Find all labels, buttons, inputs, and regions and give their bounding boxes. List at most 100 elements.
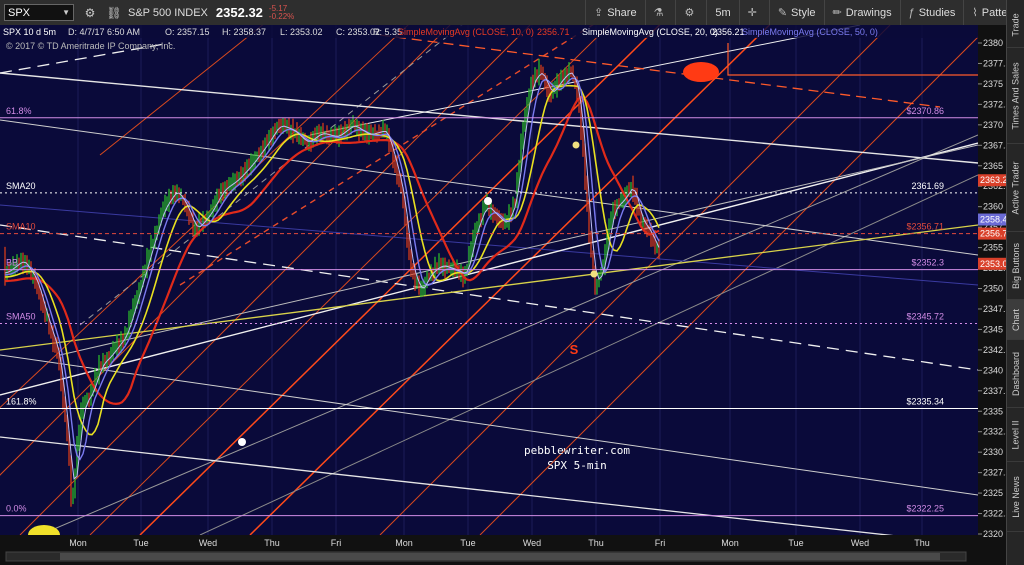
- trendline[interactable]: [0, 42, 171, 74]
- trendline[interactable]: [479, 25, 1000, 535]
- price-tick-label: 2350: [983, 284, 1003, 294]
- trendline[interactable]: [199, 174, 978, 535]
- style-button[interactable]: ✎ Style: [768, 0, 824, 25]
- level-label: BB: [6, 258, 18, 268]
- trendline[interactable]: [39, 134, 978, 535]
- trendline[interactable]: [0, 354, 978, 496]
- level-label: 61.8%: [6, 106, 32, 116]
- price-tick-label: 2372.5: [983, 99, 1006, 109]
- side-tab-chart[interactable]: Chart: [1007, 300, 1024, 340]
- legend-item: L: 2353.02: [280, 27, 323, 37]
- style-icon: ✎: [777, 7, 788, 19]
- price-tick-label: 2357.5: [983, 222, 1006, 232]
- gear-button[interactable]: ⚙: [675, 0, 706, 25]
- trendline[interactable]: [727, 43, 978, 76]
- symbol-selector[interactable]: SPX ▼: [4, 4, 74, 21]
- side-tab-label: Level II: [1011, 419, 1021, 450]
- price-tick-label: 2367.5: [983, 140, 1006, 150]
- time-axis-label: Fri: [331, 538, 342, 548]
- trendline[interactable]: [59, 144, 978, 356]
- legend-item: O: 2357.15: [165, 27, 210, 37]
- chevron-down-icon: ▼: [62, 8, 70, 17]
- patterns-icon: ⌇: [972, 7, 978, 19]
- legend-item: C: 2353.02: [336, 27, 380, 37]
- time-axis-label: Wed: [851, 538, 869, 548]
- level-label: 161.8%: [6, 396, 37, 406]
- side-tab-label: Big Buttons: [1011, 242, 1021, 289]
- settings-icon[interactable]: ⚙: [84, 5, 96, 20]
- trendline[interactable]: [0, 142, 978, 396]
- trendline[interactable]: [0, 224, 978, 371]
- side-tab-live-news[interactable]: Live News: [1007, 462, 1024, 532]
- trendline[interactable]: [89, 25, 640, 535]
- time-axis-label: Tue: [788, 538, 803, 548]
- flask-button[interactable]: ⚗: [644, 0, 676, 25]
- drawings-icon: ✏: [832, 7, 842, 19]
- side-tab-label: Times And Sales: [1011, 61, 1022, 130]
- side-tab-times-and-sales[interactable]: Times And Sales: [1007, 48, 1024, 144]
- side-tab-label: Chart: [1011, 308, 1022, 331]
- price-badge-label: 2363.23: [980, 175, 1006, 185]
- studies-button[interactable]: ƒ Studies: [899, 0, 964, 25]
- level-value: $2322.25: [906, 504, 944, 514]
- price-chart[interactable]: 61.8% $2370.86 SMA20 2361.69 SMA10 $2356.71 BB…: [0, 25, 1006, 565]
- price-badge: [978, 174, 1006, 187]
- sell-signal-label: S: [570, 342, 579, 357]
- percent-change: -0.22%: [268, 11, 295, 21]
- legend-item: SimpleMovingAvg (CLOSE, 20, 0): [582, 27, 718, 37]
- level-value: $2356.71: [906, 222, 944, 232]
- side-tab-big-buttons[interactable]: Big Buttons: [1007, 232, 1024, 300]
- interval-button[interactable]: 5m: [706, 0, 738, 25]
- time-axis-label: Wed: [523, 538, 541, 548]
- price-tick-label: 2347.5: [983, 304, 1006, 314]
- side-tab-label: Dashboard: [1011, 351, 1021, 396]
- trendline[interactable]: [0, 119, 978, 256]
- price-badge-label: 2356.71: [980, 229, 1006, 239]
- price-badge: [978, 257, 1006, 270]
- price-badge-label: 2353.02: [980, 259, 1006, 269]
- legend-item: 2356.71: [537, 27, 570, 37]
- price-tick-label: 2320: [983, 529, 1003, 539]
- level-value: $2345.72: [906, 312, 944, 322]
- side-tab-dashboard[interactable]: Dashboard: [1007, 340, 1024, 408]
- trendline[interactable]: [309, 25, 861, 136]
- price-tick-label: 2322.5: [983, 509, 1006, 519]
- link-icon[interactable]: ⛓: [106, 5, 122, 20]
- side-tab-active-trader[interactable]: Active Trader: [1007, 144, 1024, 232]
- signal-marker-bottom[interactable]: [28, 525, 60, 545]
- trendline[interactable]: [19, 25, 560, 535]
- trendline[interactable]: [0, 25, 480, 495]
- price-tick-label: 2330: [983, 447, 1003, 457]
- share-button[interactable]: ⇪ Share: [585, 0, 645, 25]
- trendline[interactable]: [99, 25, 300, 156]
- side-tab-trade[interactable]: Trade: [1007, 2, 1024, 48]
- price-tick-label: 2332.5: [983, 427, 1006, 437]
- trendline[interactable]: [379, 25, 920, 535]
- drawings-button[interactable]: ✏ Drawings: [823, 0, 900, 25]
- scrollbar-thumb[interactable]: [60, 553, 940, 560]
- trendline[interactable]: [0, 436, 978, 545]
- signal-marker[interactable]: [683, 62, 719, 82]
- side-tab-level-ii[interactable]: Level II: [1007, 408, 1024, 462]
- price-tick-label: 2327.5: [983, 468, 1006, 478]
- price-tick-label: 2345: [983, 324, 1003, 334]
- trendline[interactable]: [179, 25, 640, 286]
- price-change: -5.17 -0.22%: [268, 3, 295, 21]
- price-tick-label: 2355: [983, 243, 1003, 253]
- crosshair-button[interactable]: ✛: [738, 0, 769, 25]
- time-axis-label: Tue: [460, 538, 475, 548]
- price-tick-label: 2325: [983, 488, 1003, 498]
- level-value: 2361.69: [911, 181, 944, 191]
- price-tick-label: 2375: [983, 79, 1003, 89]
- net-change: -5.17: [268, 3, 288, 13]
- price-axis[interactable]: [978, 25, 1006, 565]
- trendline[interactable]: [249, 25, 800, 535]
- time-axis-label: Thu: [914, 538, 930, 548]
- crosshair-icon: ✛: [747, 7, 757, 19]
- level-value: $2370.86: [906, 106, 944, 116]
- price-badge-label: 2358.43: [980, 215, 1006, 225]
- trendline[interactable]: [379, 34, 941, 108]
- trendline[interactable]: [0, 25, 440, 445]
- gear-icon: ⚙: [684, 7, 695, 19]
- trendline[interactable]: [0, 224, 978, 351]
